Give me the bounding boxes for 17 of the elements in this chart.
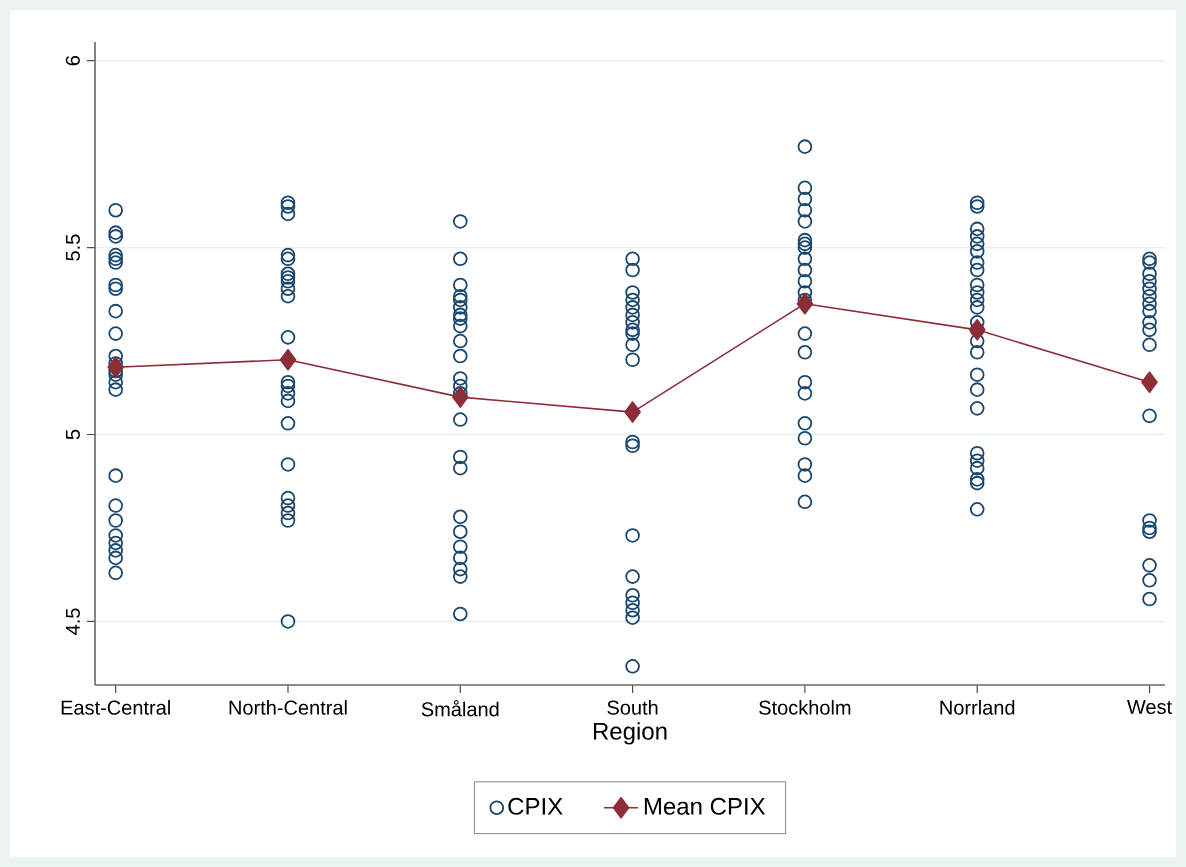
y-tick-label: 6 [65, 55, 80, 66]
x-tick-label: Småland [421, 700, 499, 717]
x-tick-label: South [607, 700, 658, 715]
point [1141, 371, 1158, 393]
legend-label: Mean CPIX [644, 797, 766, 815]
x-axis-title: Region [593, 722, 667, 745]
y-tick-label: 5.5 [65, 234, 80, 261]
y-tick-label: 5 [65, 429, 80, 440]
x-tick-label: West [1127, 700, 1172, 715]
x-tick-label: Stockholm [759, 700, 851, 715]
y-tick-label: 4.5 [65, 608, 80, 635]
x-tick-label: Norrland [940, 700, 1015, 715]
legend-label: CPIX [508, 797, 563, 815]
x-tick-label: North-Central [229, 700, 347, 715]
x-tick-label: East-Central [61, 700, 170, 715]
point [279, 348, 297, 371]
point [624, 401, 641, 423]
